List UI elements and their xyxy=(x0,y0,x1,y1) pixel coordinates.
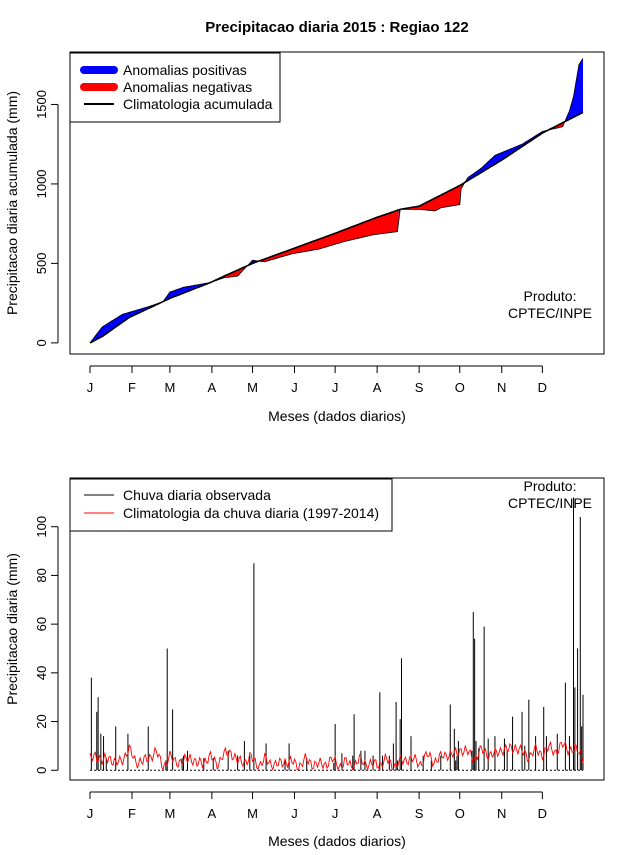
cumulative-x-tick-label: N xyxy=(497,380,506,395)
daily-x-tick-label: F xyxy=(128,806,136,821)
cumulative-x-tick-label: J xyxy=(291,380,298,395)
daily-legend: Chuva diaria observada Climatologia da c… xyxy=(69,478,393,532)
daily-x-tick-label: D xyxy=(538,806,547,821)
cumulative-x-tick-label: A xyxy=(208,380,217,395)
daily-x-tick-label: A xyxy=(208,806,217,821)
cumulative-y-tick-label: 500 xyxy=(34,253,49,275)
cumulative-annotation-line1: Produto: xyxy=(524,288,577,304)
daily-annotation-line1: Produto: xyxy=(524,478,577,494)
cumulative-x-tick-label: J xyxy=(332,380,339,395)
negative-anomaly-area xyxy=(400,183,464,211)
daily-x-tick-label: N xyxy=(497,806,506,821)
daily-climatology-line xyxy=(89,740,584,772)
daily-y-tick-label: 0 xyxy=(34,767,49,774)
daily-x-tick-label: S xyxy=(415,806,424,821)
cumulative-x-tick-label: D xyxy=(538,380,547,395)
cumulative-x-tick-label: S xyxy=(415,380,424,395)
legend-label-observed: Chuva diaria observada xyxy=(123,487,271,503)
cumulative-y-label: Precipitacao diaria acumulada (mm) xyxy=(4,91,20,315)
cumulative-x-tick-label: A xyxy=(373,380,382,395)
daily-x-tick-label: O xyxy=(455,806,465,821)
daily-y-tick-label: 60 xyxy=(34,617,49,631)
observed-cumulative-line xyxy=(89,58,584,344)
cumulative-y-tick-label: 1500 xyxy=(34,90,49,119)
cumulative-legend: Anomalias positivas Anomalias negativas … xyxy=(69,52,281,123)
daily-x-tick-label: A xyxy=(373,806,382,821)
daily-x-tick-label: J xyxy=(332,806,339,821)
daily-x-label: Meses (dados diarios) xyxy=(268,833,406,849)
daily-y-tick-label: 40 xyxy=(34,666,49,680)
cumulative-annotation-line2: CPTEC/INPE xyxy=(508,305,592,321)
daily-x-tick-label: M xyxy=(247,806,258,821)
climatology-cumulative-line xyxy=(89,111,584,344)
daily-x-tick-label: J xyxy=(87,806,94,821)
legend-label-climatology: Climatologia acumulada xyxy=(123,96,273,112)
daily-plot-frame xyxy=(69,477,605,781)
cumulative-x-tick-label: J xyxy=(87,380,94,395)
daily-panel: 0 20 40 60 80 100 J F M A M J J A S O N D Meses (dados di… xyxy=(4,477,605,849)
daily-x-tick-label: M xyxy=(164,806,175,821)
cumulative-y-tick-label: 1000 xyxy=(34,169,49,198)
cumulative-x-tick-label: F xyxy=(128,380,136,395)
daily-y-tick-label: 100 xyxy=(34,516,49,538)
legend-label-positive: Anomalias positivas xyxy=(123,62,247,78)
daily-legend-box xyxy=(69,478,393,532)
cumulative-panel: 0 500 1000 1500 J F M A M J J A S O N D Meses (dados di… xyxy=(4,51,605,424)
daily-x-tick-label: J xyxy=(291,806,298,821)
legend-label-daily-climatology: Climatologia da chuva diaria (1997-2014) xyxy=(123,505,379,521)
positive-anomaly-area xyxy=(564,58,583,124)
cumulative-x-tick-label: M xyxy=(164,380,175,395)
daily-annotation-line2: CPTEC/INPE xyxy=(508,495,592,511)
cumulative-x-tick-label: O xyxy=(455,380,465,395)
cumulative-plot-frame xyxy=(69,51,605,355)
chart-title: Precipitacao diaria 2015 : Regiao 122 xyxy=(205,19,468,36)
daily-y-label: Precipitacao diaria (mm) xyxy=(4,553,20,705)
cumulative-x-label: Meses (dados diarios) xyxy=(268,408,406,424)
daily-y-tick-label: 80 xyxy=(34,568,49,582)
legend-label-negative: Anomalias negativas xyxy=(123,79,252,95)
cumulative-x-tick-label: M xyxy=(247,380,258,395)
daily-y-tick-label: 20 xyxy=(34,714,49,728)
cumulative-y-tick-label: 0 xyxy=(34,339,49,346)
